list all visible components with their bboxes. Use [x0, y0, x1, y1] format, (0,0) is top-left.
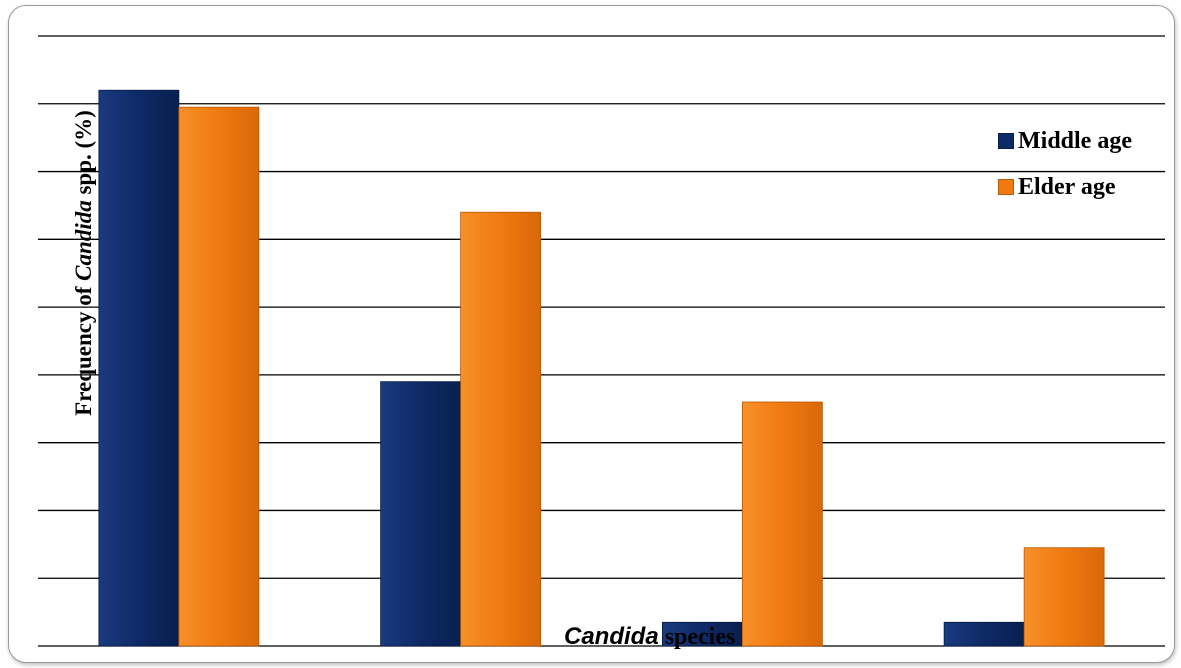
- legend-swatch-elder-age: [998, 179, 1014, 195]
- legend-label-middle-age: Middle age: [1018, 127, 1132, 154]
- y-axis-title: Frequency of Candida spp. (%): [71, 110, 96, 416]
- bar-middle-age-4: [943, 621, 1025, 647]
- bar-elder-age-4: [1023, 547, 1105, 647]
- legend-swatch-middle-age: [998, 133, 1014, 149]
- bars: [98, 89, 1105, 647]
- bar-elder-age-1: [178, 106, 260, 647]
- bar-elder-age-3: [741, 401, 823, 647]
- legend: Middle age Elder age: [998, 126, 1132, 218]
- bar-middle-age-1: [98, 89, 180, 647]
- legend-label-elder-age: Elder age: [1018, 173, 1116, 200]
- bar-middle-age-2: [380, 381, 462, 647]
- legend-item-elder-age: Elder age: [998, 172, 1132, 202]
- x-axis-title: Candida species: [564, 623, 736, 650]
- legend-item-middle-age: Middle age: [998, 126, 1132, 156]
- bar-elder-age-2: [460, 211, 542, 647]
